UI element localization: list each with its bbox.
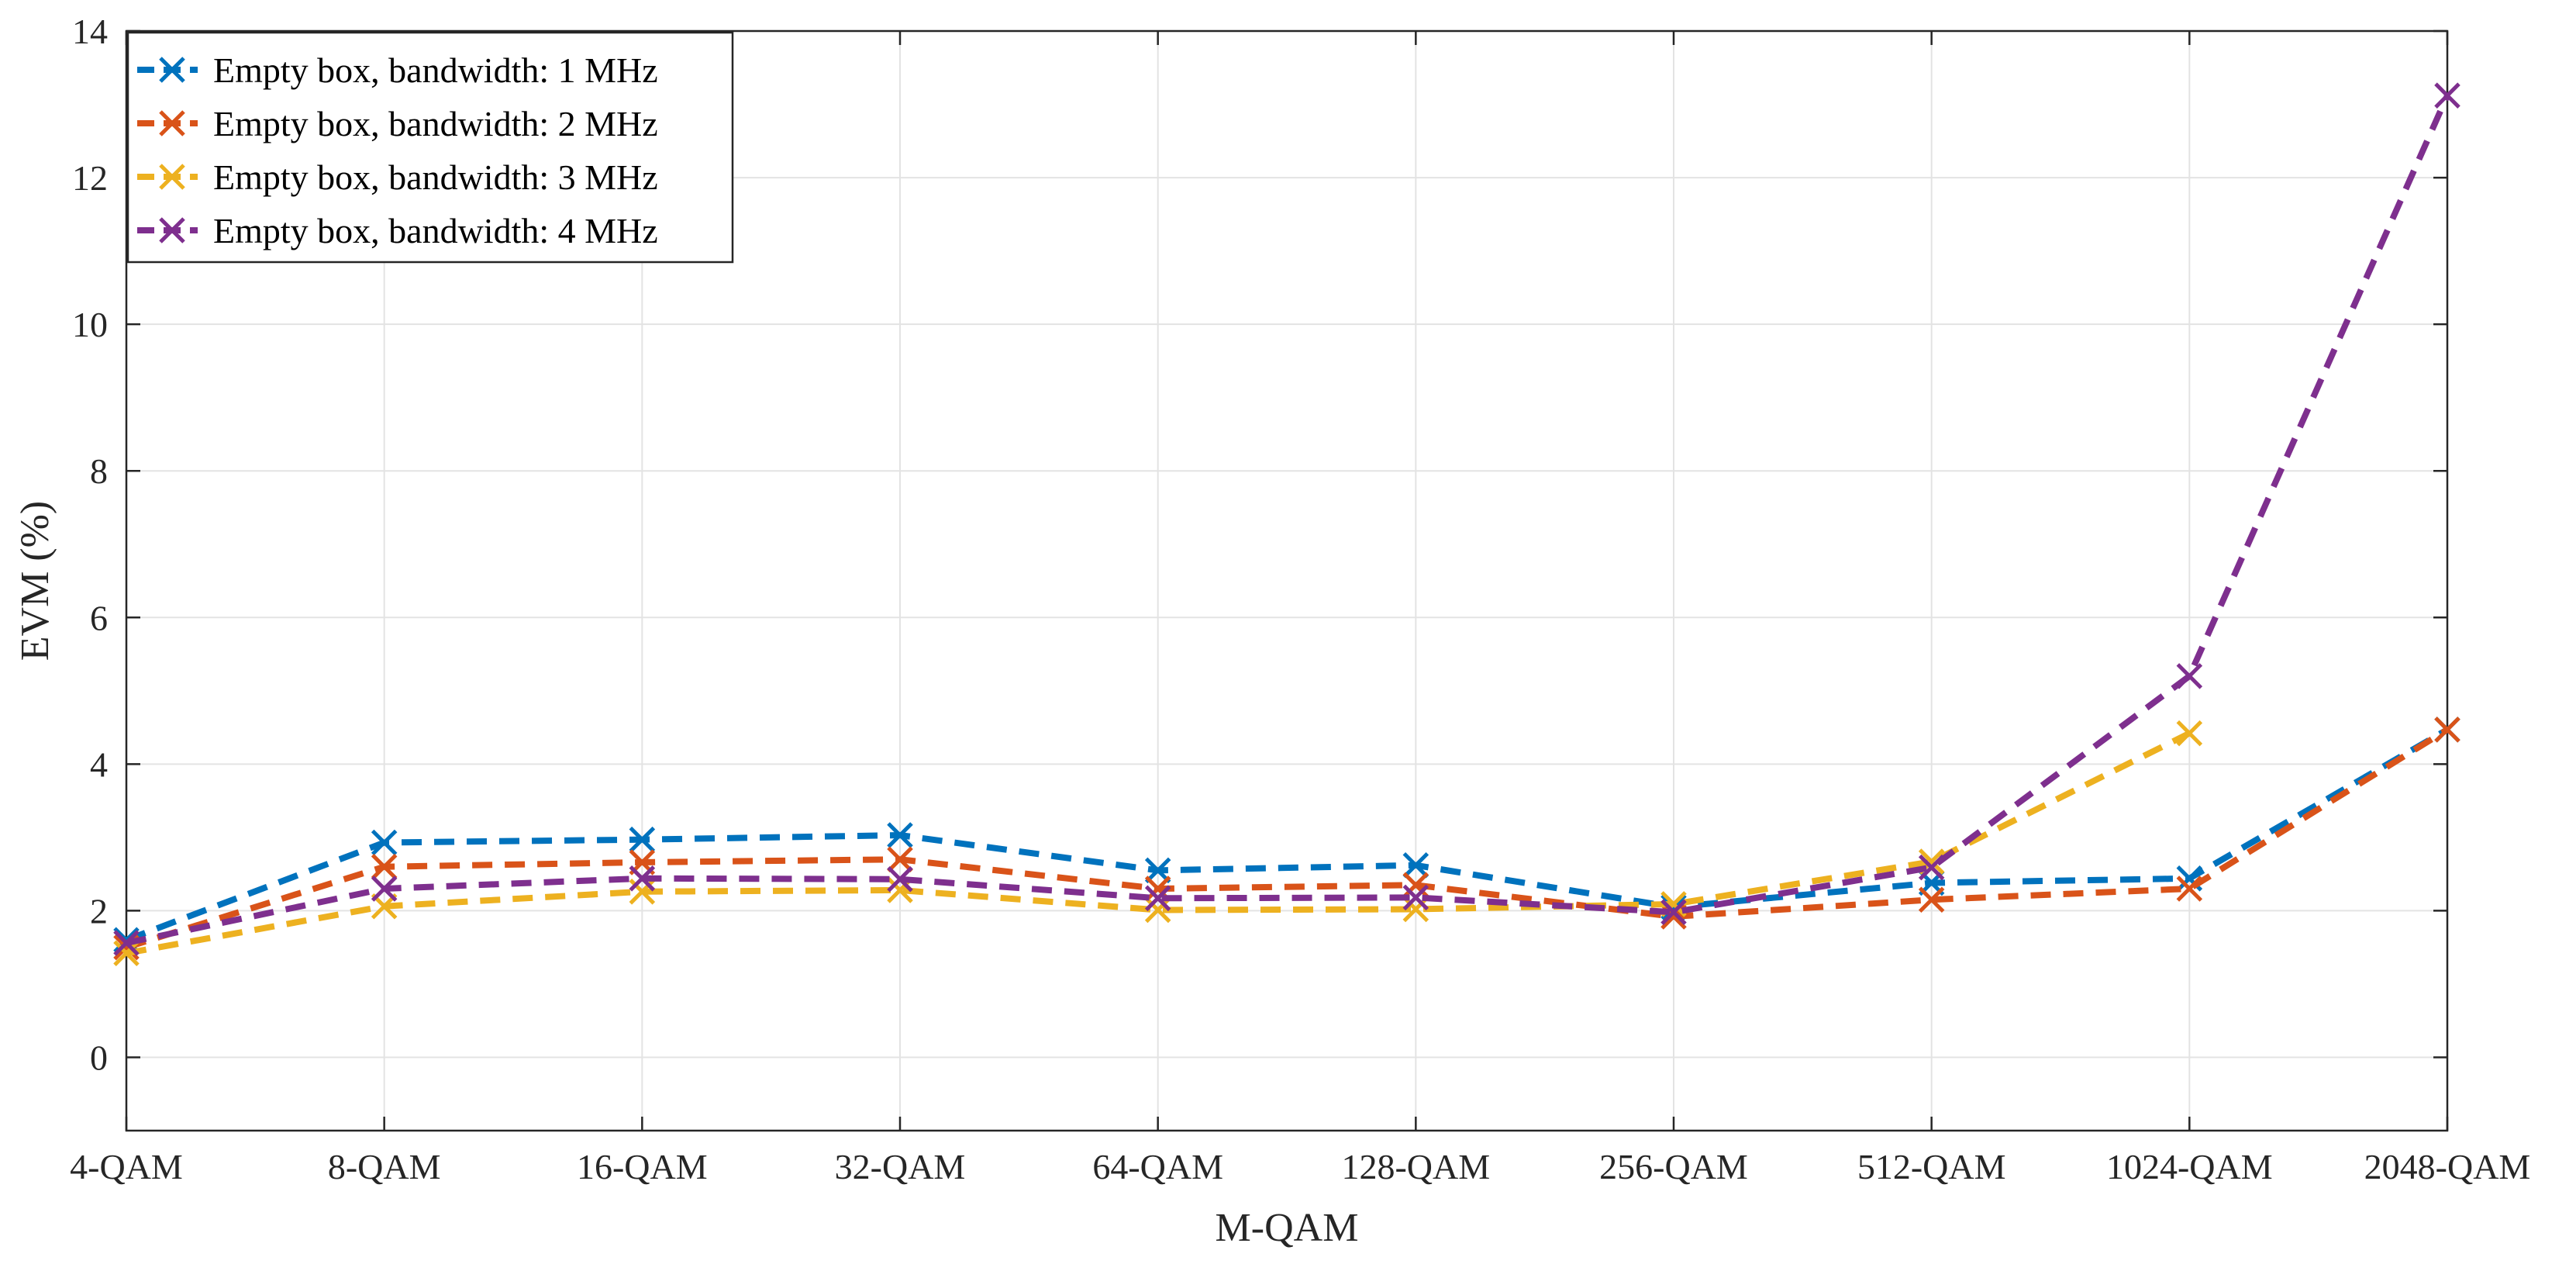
data-point-marker (1402, 884, 1429, 911)
x-tick-label: 64-QAM (1092, 1147, 1223, 1186)
data-point-marker (1144, 896, 1171, 924)
series-line (125, 727, 2450, 951)
series-group (113, 717, 2460, 961)
data-point-marker (2176, 875, 2203, 902)
x-tick-label: 16-QAM (577, 1147, 708, 1186)
legend-entry: Empty box, bandwidth: 2 MHz (137, 104, 658, 143)
legend-marker-swatch (159, 57, 185, 83)
data-point-marker (1144, 857, 1171, 884)
data-point-marker (1402, 852, 1429, 879)
data-point-marker (1918, 886, 1945, 913)
y-tick-label: 2 (90, 891, 108, 931)
data-point-marker (887, 865, 913, 893)
x-tick-label: 8-QAM (328, 1147, 441, 1186)
y-tick-label: 4 (90, 744, 108, 784)
y-tick-label: 0 (90, 1038, 108, 1077)
data-point-marker (1402, 896, 1429, 923)
y-axis-title: EVM (%) (13, 501, 57, 661)
x-tick-label: 2048-QAM (2364, 1147, 2531, 1186)
legend-label: Empty box, bandwidth: 4 MHz (213, 211, 658, 250)
data-point-marker (887, 822, 913, 848)
x-tick-label: 512-QAM (1857, 1147, 2006, 1186)
legend-label: Empty box, bandwidth: 2 MHz (213, 104, 658, 143)
series-line (126, 730, 2191, 957)
y-tick-label: 12 (72, 158, 108, 198)
legend-box (126, 31, 734, 264)
data-point-marker (1144, 885, 1171, 912)
legend-label: Empty box, bandwidth: 1 MHz (213, 50, 658, 90)
data-point-marker (2434, 717, 2460, 743)
legend-marker-swatch (159, 110, 185, 136)
data-point-marker (1402, 872, 1429, 899)
series-line (125, 727, 2449, 943)
data-point-marker (887, 846, 913, 872)
data-point-marker (2434, 82, 2460, 109)
x-tick-label: 4-QAM (70, 1147, 183, 1186)
y-tick-label: 10 (72, 305, 108, 344)
x-tick-label: 1024-QAM (2106, 1147, 2273, 1186)
data-point-marker (371, 853, 398, 880)
axis-ticks: 4-QAM 8-QAM 16-QAM 32-QAM 64-QAM 128-QAM 256-Q… (70, 12, 2530, 1186)
data-series (113, 82, 2460, 966)
data-point-marker (2176, 720, 2203, 747)
data-point-marker (629, 865, 656, 892)
legend-entry: Empty box, bandwidth: 3 MHz (137, 157, 658, 197)
data-point-marker (629, 826, 656, 853)
x-axis-title: M-QAM (1216, 1206, 1359, 1250)
series-line (126, 94, 2450, 946)
x-tick-label: 256-QAM (1599, 1147, 1748, 1186)
grid-lines (126, 31, 2447, 1131)
data-point-marker (371, 875, 398, 902)
x-tick-label: 128-QAM (1341, 1147, 1490, 1186)
legend-entry: Empty box, bandwidth: 4 MHz (137, 211, 658, 250)
plot-area-frame (125, 29, 2449, 1132)
series-group (113, 82, 2460, 956)
legend-marker-swatch (159, 164, 185, 190)
data-point-marker (2176, 663, 2203, 689)
legend-label: Empty box, bandwidth: 3 MHz (213, 157, 658, 197)
y-tick-label: 8 (90, 451, 108, 491)
legend-entry: Empty box, bandwidth: 1 MHz (137, 50, 658, 90)
x-tick-label: 32-QAM (835, 1147, 966, 1186)
y-tick-label: 6 (90, 598, 108, 637)
y-tick-label: 14 (72, 12, 108, 51)
data-point-marker (113, 940, 140, 966)
axis-titles: M-QAM EVM (%) (13, 501, 1358, 1250)
data-point-marker (113, 930, 140, 956)
data-point-marker (1918, 854, 1945, 881)
data-point-marker (1660, 899, 1687, 926)
legend-marker-swatch (159, 217, 185, 243)
legend: Empty box, bandwidth: 1 MHz Empty box, ba… (126, 31, 734, 264)
data-point-marker (371, 829, 398, 856)
